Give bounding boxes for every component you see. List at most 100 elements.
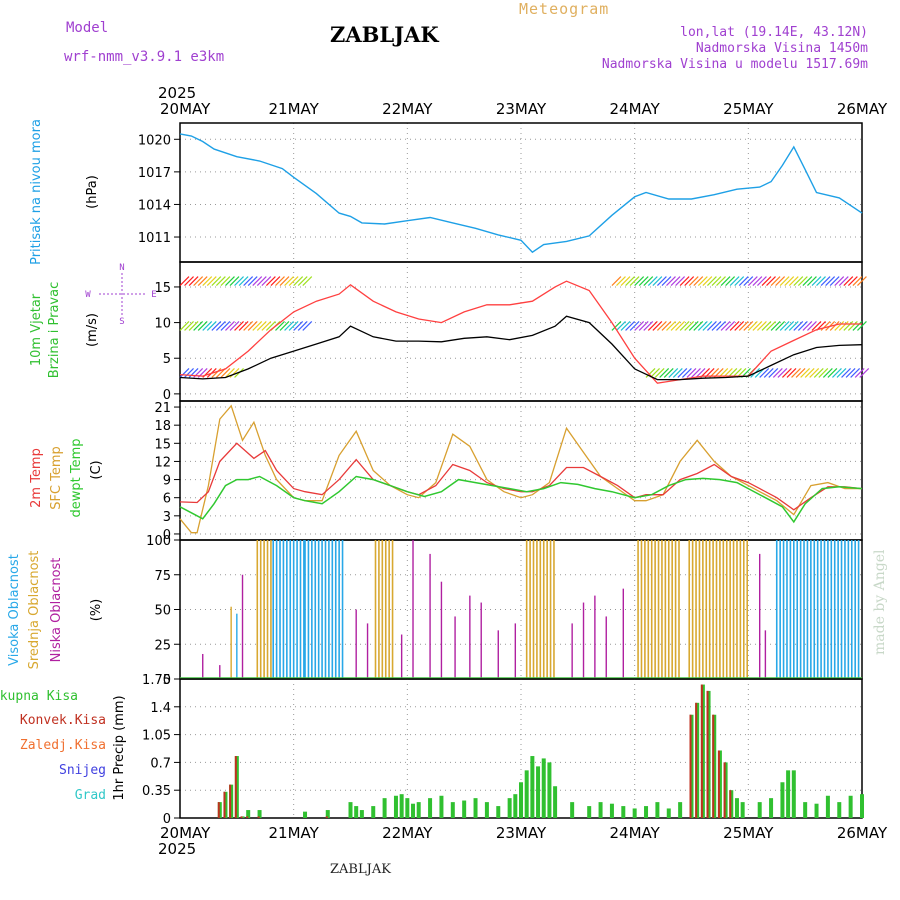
precip-bar-total	[860, 794, 864, 818]
wind-arrow	[843, 276, 854, 286]
wind-arrow	[675, 321, 686, 331]
wind-arrow	[793, 276, 804, 286]
wind-arrow	[706, 276, 717, 286]
wind-arrow	[229, 321, 240, 331]
wind-arrow	[197, 276, 208, 286]
y-tick-label: 0	[163, 388, 171, 403]
elevation-label: Nadmorska Visina 1450m	[695, 41, 868, 56]
wind-arrow	[834, 276, 845, 286]
wind-arrow	[725, 276, 736, 286]
wind-arrow	[804, 368, 815, 378]
wind-arrow	[802, 321, 813, 331]
wind-arrow	[825, 276, 836, 286]
precip-bar-total	[530, 756, 535, 818]
wind-arrow	[684, 276, 695, 286]
wind-arrow	[625, 276, 635, 286]
wind-arrow	[184, 368, 194, 378]
precip-bar-convective	[246, 816, 249, 818]
wind-arrow	[284, 276, 294, 286]
wind-arrow	[720, 321, 731, 331]
precip-bar-total	[786, 770, 791, 818]
wind-arrow	[229, 276, 240, 286]
year-label-bottom: 2025	[158, 840, 196, 858]
y-tick-label: 18	[154, 419, 171, 434]
precip-bar-total	[303, 811, 308, 818]
wind-arrow	[188, 276, 199, 286]
wind-arrow	[193, 276, 204, 286]
wind-arrow	[770, 321, 781, 331]
precip-bar-total	[740, 802, 745, 818]
wind-arrow	[702, 276, 713, 286]
precip-bar-total	[246, 810, 251, 818]
precip-bar-convective	[240, 816, 243, 818]
wind-arrow	[818, 368, 829, 378]
wind-arrow	[841, 368, 851, 378]
wind-arrow	[225, 368, 235, 378]
wind-arrow	[666, 321, 676, 331]
y-tick-label: 0.35	[142, 784, 171, 799]
wind-arrow	[761, 321, 772, 331]
wind-arrow	[795, 368, 806, 378]
wind-arrow	[747, 321, 758, 331]
wind-arrow	[634, 276, 645, 286]
precip-bar-convective	[712, 714, 715, 818]
wind-arrow	[725, 321, 736, 331]
wind-arrow	[782, 368, 792, 378]
wind-arrow	[647, 321, 658, 331]
wind-arrow	[809, 368, 820, 378]
date-label-top: 20MAY	[160, 100, 211, 118]
wind-arrow	[847, 276, 858, 286]
y-tick-label: 15	[154, 281, 171, 296]
precip-bar-total	[359, 810, 364, 818]
wind-arrow	[643, 321, 654, 331]
wind-arrow	[684, 321, 695, 331]
wind-arrow	[252, 276, 263, 286]
wind-arrow	[779, 276, 790, 286]
wind-arrow	[193, 321, 204, 331]
wind-arrow	[206, 321, 217, 331]
wind-arrow	[738, 321, 749, 331]
precip-legend-convective: Konvek.Kisa	[20, 713, 106, 728]
wind-arrow	[184, 321, 194, 331]
precip-bar-total	[757, 802, 762, 818]
wind-arrow	[670, 321, 681, 331]
wind-arrow	[827, 368, 838, 378]
y-tick-label: 25	[154, 638, 171, 653]
date-label-top: 22MAY	[382, 100, 433, 118]
wind-arrow	[293, 276, 304, 286]
wind-arrow	[297, 321, 308, 331]
precip-bar-total	[655, 802, 660, 818]
wind-arrow	[243, 321, 254, 331]
wind-arrow	[652, 276, 663, 286]
wind-arrow	[797, 276, 808, 286]
wind-arrow	[202, 321, 213, 331]
compass-s: S	[119, 317, 124, 327]
wind-arrow	[661, 321, 672, 331]
precip-bar-convective	[723, 762, 726, 818]
wind-arrow	[807, 321, 817, 331]
wind-arrow	[215, 321, 226, 331]
precip-bar-convective	[257, 816, 260, 818]
wind-arrow	[288, 321, 299, 331]
wind-arrow	[691, 368, 701, 378]
precip-legend-hail: Grad	[75, 788, 106, 803]
wind-arrow	[843, 321, 854, 331]
wind-arrow	[638, 321, 649, 331]
wind-arrow	[265, 321, 276, 331]
pressure-line	[179, 133, 863, 254]
cloud-title-mid: Srednja Oblacnost	[27, 551, 42, 670]
wind-arrow	[820, 276, 831, 286]
precip-bar-total	[780, 782, 785, 818]
wind-arrow	[770, 276, 781, 286]
temp-title: 2m Temp	[29, 448, 44, 508]
wind-arrow	[220, 276, 231, 286]
precip-bar-convective	[689, 714, 692, 818]
y-tick-label: 1.05	[142, 729, 171, 744]
wind-arrow	[807, 276, 817, 286]
date-label-top: 23MAY	[496, 100, 547, 118]
precip-bar-convective	[706, 690, 709, 818]
precip-bar-convective	[700, 684, 703, 818]
wind-arrow	[611, 321, 622, 331]
y-tick-label: 21	[154, 401, 171, 416]
wind-arrow	[686, 368, 697, 378]
